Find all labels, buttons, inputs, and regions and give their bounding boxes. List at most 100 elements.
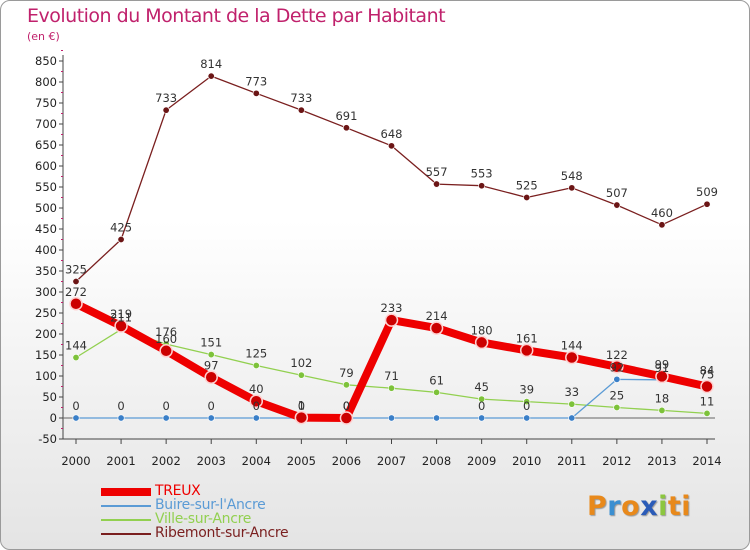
data-label-treux: 144 bbox=[561, 339, 583, 353]
data-label-ville-sur-ancre: 39 bbox=[519, 383, 534, 397]
data-label-ville-sur-ancre: 25 bbox=[610, 389, 625, 403]
legend-swatch-ribemont-sur-ancre bbox=[101, 533, 151, 535]
x-tick-label: 2010 bbox=[512, 454, 541, 468]
logo-letter: i bbox=[658, 491, 668, 522]
legend-label-ribemont-sur-ancre: Ribemont-sur-Ancre bbox=[155, 525, 289, 541]
data-point-buire-sur-l-ancre bbox=[613, 375, 621, 383]
data-label-buire-sur-l-ancre: 84 bbox=[700, 364, 715, 378]
logo-letter: t bbox=[667, 491, 682, 522]
x-tick-label: 2013 bbox=[647, 454, 676, 468]
data-point-buire-sur-l-ancre bbox=[568, 414, 576, 422]
data-point-treux bbox=[429, 321, 444, 335]
data-point-treux bbox=[384, 313, 399, 327]
data-label-ribemont-sur-ancre: 773 bbox=[245, 74, 267, 88]
y-tick-label: 300 bbox=[35, 285, 57, 299]
chart-unit-label: (en €) bbox=[27, 30, 60, 43]
y-tick-label: 650 bbox=[35, 138, 57, 152]
y-tick-label: -50 bbox=[38, 432, 57, 446]
logo-letter: P bbox=[587, 491, 608, 522]
data-label-ville-sur-ancre: 102 bbox=[290, 356, 312, 370]
x-tick-label: 2012 bbox=[602, 454, 631, 468]
data-point-treux bbox=[655, 369, 669, 384]
data-point-ribemont-sur-ancre bbox=[658, 221, 666, 229]
data-point-buire-sur-l-ancre bbox=[252, 414, 260, 422]
data-point-treux bbox=[610, 360, 624, 374]
x-tick-label: 2014 bbox=[692, 454, 721, 468]
data-point-treux bbox=[474, 335, 489, 350]
data-point-buire-sur-l-ancre bbox=[478, 414, 486, 422]
data-label-buire-sur-l-ancre: 0 bbox=[523, 399, 530, 413]
data-label-treux: 214 bbox=[426, 309, 448, 323]
logo-letter: x bbox=[640, 491, 659, 522]
data-label-ville-sur-ancre: 33 bbox=[564, 385, 579, 399]
series-line-ribemont-sur-ancre bbox=[75, 75, 708, 283]
data-point-ribemont-sur-ancre bbox=[433, 180, 441, 188]
data-label-ribemont-sur-ancre: 733 bbox=[290, 91, 312, 105]
data-point-ribemont-sur-ancre bbox=[613, 201, 621, 209]
data-labels-layer: 325 425 733 814 773 733 691 648 557 553 525 548 507 4… bbox=[65, 57, 718, 413]
data-label-treux: 161 bbox=[516, 331, 538, 345]
data-point-ribemont-sur-ancre bbox=[207, 72, 215, 80]
y-tick-label: 350 bbox=[35, 264, 57, 278]
logo-letter: r bbox=[607, 491, 622, 522]
data-point-ville-sur-ancre bbox=[387, 384, 395, 392]
data-label-ribemont-sur-ancre: 814 bbox=[200, 57, 222, 71]
data-label-ville-sur-ancre: 71 bbox=[384, 369, 399, 383]
data-label-buire-sur-l-ancre: 92 bbox=[610, 360, 625, 374]
data-label-buire-sur-l-ancre: 0 bbox=[298, 399, 305, 413]
data-label-ribemont-sur-ancre: 325 bbox=[65, 263, 87, 277]
data-point-buire-sur-l-ancre bbox=[72, 414, 80, 422]
x-tick-label: 2000 bbox=[61, 454, 90, 468]
data-point-ribemont-sur-ancre bbox=[162, 106, 170, 114]
data-label-treux: 272 bbox=[65, 285, 87, 299]
data-point-treux bbox=[114, 319, 128, 333]
data-point-ribemont-sur-ancre bbox=[387, 142, 395, 150]
x-tick-label: 2004 bbox=[242, 454, 271, 468]
data-label-ribemont-sur-ancre: 691 bbox=[335, 109, 357, 123]
data-point-ribemont-sur-ancre bbox=[478, 182, 486, 190]
data-point-treux bbox=[204, 370, 218, 385]
data-label-treux: 160 bbox=[155, 332, 177, 346]
data-label-ribemont-sur-ancre: 460 bbox=[651, 206, 673, 220]
data-label-treux: 219 bbox=[110, 307, 132, 321]
y-tick-label: 850 bbox=[35, 54, 57, 68]
logo-letter: o bbox=[621, 491, 641, 522]
data-point-treux bbox=[294, 410, 309, 425]
data-label-treux: 180 bbox=[471, 323, 493, 337]
data-point-ribemont-sur-ancre bbox=[703, 200, 711, 208]
data-point-treux bbox=[519, 343, 534, 358]
data-label-treux: 122 bbox=[606, 348, 628, 362]
data-point-ribemont-sur-ancre bbox=[523, 194, 531, 202]
legend-item-ribemont-sur-ancre: Ribemont-sur-Ancre bbox=[101, 525, 361, 541]
data-point-ribemont-sur-ancre bbox=[252, 89, 260, 97]
data-point-buire-sur-l-ancre bbox=[433, 414, 441, 422]
x-tick-label: 2011 bbox=[557, 454, 586, 468]
chart-title: Evolution du Montant de la Dette par Hab… bbox=[27, 5, 446, 27]
legend: TREUX Buire-sur-l'Ancre Ville-sur-Ancre Rib… bbox=[101, 483, 361, 541]
data-label-treux: 99 bbox=[655, 357, 670, 371]
data-point-ribemont-sur-ancre bbox=[72, 277, 80, 285]
data-label-treux: 0 bbox=[343, 399, 350, 413]
data-point-ville-sur-ancre bbox=[613, 403, 621, 411]
data-point-treux bbox=[565, 350, 579, 365]
y-tick-label: 250 bbox=[35, 306, 57, 320]
legend-label-buire-sur-l-ancre: Buire-sur-l'Ancre bbox=[155, 497, 266, 513]
y-tick-label: 50 bbox=[42, 390, 57, 404]
data-label-buire-sur-l-ancre: 0 bbox=[162, 399, 169, 413]
y-tick-label: 450 bbox=[35, 222, 57, 236]
data-point-ribemont-sur-ancre bbox=[117, 236, 125, 244]
y-tick-label: 700 bbox=[35, 117, 57, 131]
data-point-ville-sur-ancre bbox=[703, 409, 711, 417]
x-tick-label: 2007 bbox=[377, 454, 406, 468]
legend-swatch-treux bbox=[101, 488, 151, 496]
data-label-ribemont-sur-ancre: 525 bbox=[516, 179, 538, 193]
data-label-buire-sur-l-ancre: 0 bbox=[343, 399, 350, 413]
data-label-ribemont-sur-ancre: 548 bbox=[561, 169, 583, 183]
legend-item-ville-sur-ancre: Ville-sur-Ancre bbox=[101, 511, 361, 527]
legend-swatch-buire-sur-l-ancre bbox=[101, 505, 151, 507]
y-tick-label: 500 bbox=[35, 201, 57, 215]
data-point-ville-sur-ancre bbox=[207, 351, 215, 359]
data-label-buire-sur-l-ancre: 0 bbox=[72, 399, 79, 413]
